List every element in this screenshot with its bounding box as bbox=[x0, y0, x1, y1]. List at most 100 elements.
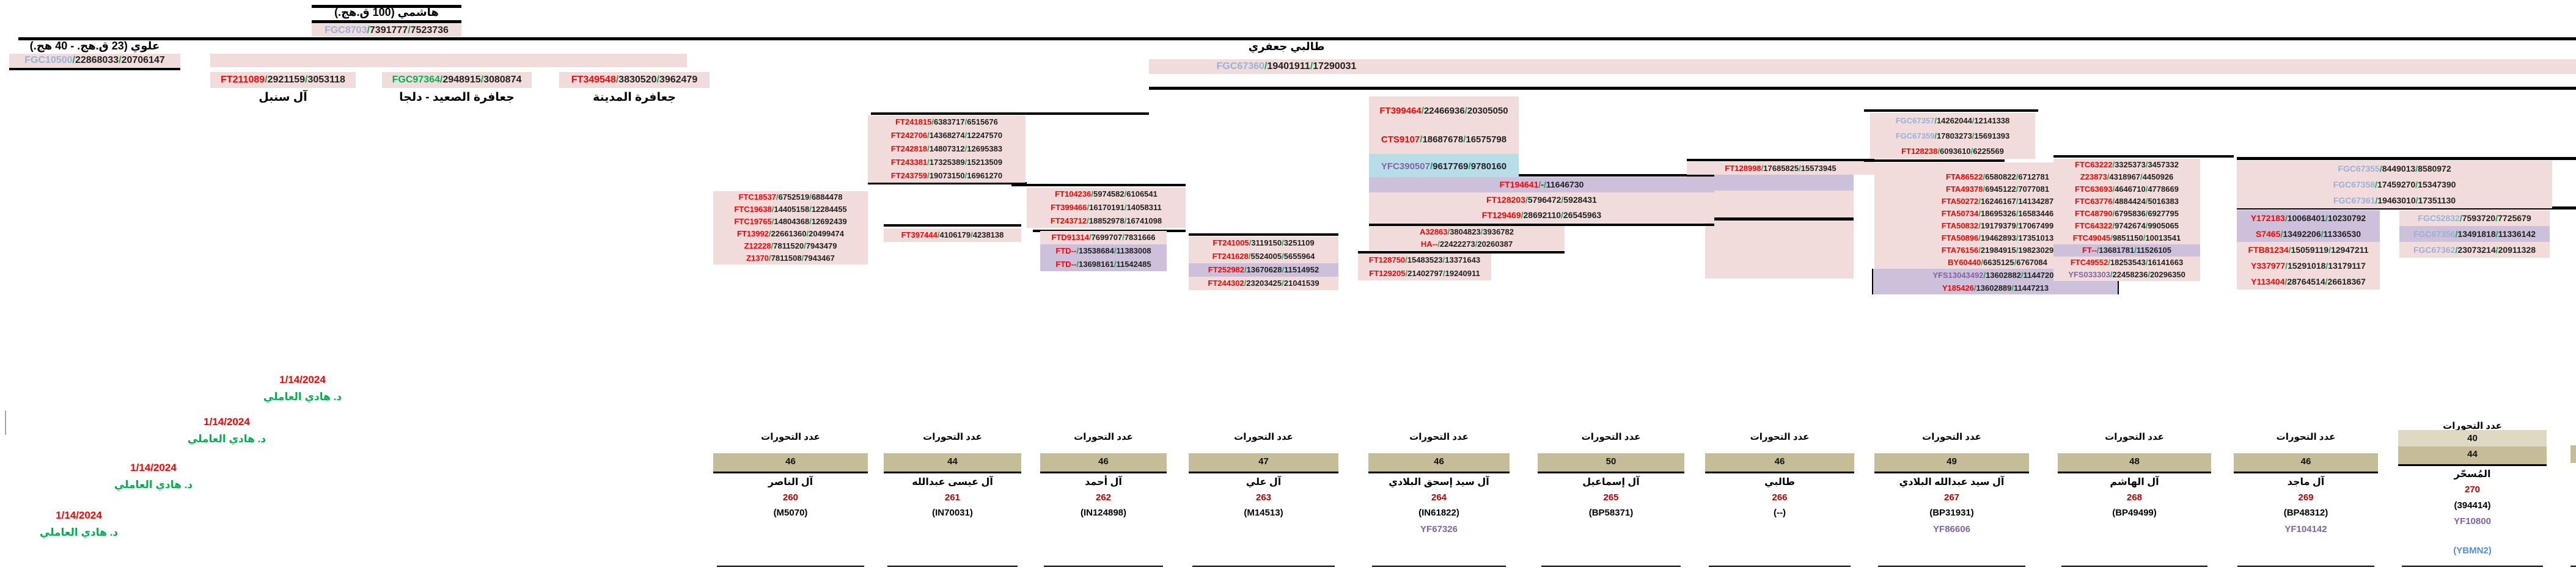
connector-line bbox=[1369, 174, 1714, 177]
snp-marker-row: FT--/13681781/11526105 bbox=[2053, 244, 2200, 257]
connector-line bbox=[871, 112, 1149, 115]
sequence-number: 263 bbox=[1255, 492, 1272, 503]
clan-name: آل سيد عبدالله البلادي bbox=[1899, 477, 2005, 487]
clan-name: طالبي bbox=[1764, 477, 1795, 487]
mutations-count-header: عدد التحورات bbox=[2105, 432, 2164, 442]
count-bar: 48 bbox=[2058, 453, 2211, 473]
snp-marker-row: FGC67361/19463010/17351130 bbox=[2237, 192, 2552, 208]
sequence-number: 266 bbox=[1772, 492, 1788, 503]
hashimi-snp-marker: FGC8703/7391777/7523736 bbox=[312, 24, 461, 37]
count-bar-secondary: 40 bbox=[2398, 430, 2547, 447]
connector-line bbox=[2053, 155, 2234, 158]
alawi-snp-marker: FGC10500/22868033/20706147 bbox=[9, 54, 180, 67]
signature-name: د. هادي العاملي bbox=[263, 391, 342, 403]
connector-line bbox=[1011, 184, 1186, 186]
snp-group-g16: FGC52832/7593720/7725679 FGC67356/1349181… bbox=[2399, 210, 2550, 258]
snp-marker-row: FT399466/16170191/14058311 bbox=[1027, 201, 1186, 214]
clan-name: آل إسماعيل bbox=[1582, 477, 1640, 487]
mutations-count-header: عدد التحورات bbox=[1409, 432, 1469, 442]
connector-line bbox=[9, 68, 180, 70]
sequence-number: 262 bbox=[1095, 492, 1112, 503]
clan-name: آل الهاشم bbox=[2110, 477, 2159, 487]
color-band bbox=[2570, 445, 2576, 463]
snp-marker-row: YFS033303/22458236/20296350 bbox=[2053, 269, 2200, 281]
snp-marker-row: FT104236/5974582/6106541 bbox=[1027, 188, 1186, 201]
snp-marker-row: FGC67359/17803273/15691393 bbox=[1870, 128, 2035, 144]
kit-id: (IN124898) bbox=[1080, 508, 1127, 518]
kit-id: (394414) bbox=[2454, 500, 2491, 511]
branch-label: جعافرة الصعيد - دلجا bbox=[399, 91, 515, 104]
connector-line bbox=[1687, 217, 1854, 221]
connector-line bbox=[1864, 159, 2005, 162]
snp-marker-row: FTC63693/4646710/4778669 bbox=[2053, 183, 2200, 195]
clan-name: آل الناصر bbox=[768, 477, 813, 487]
snp-group-g10: FT128998/17685825/15573945 bbox=[1687, 162, 1874, 175]
mutations-count-header: عدد التحورات bbox=[1234, 432, 1293, 442]
connector-line bbox=[312, 5, 461, 8]
sequence-number: 267 bbox=[1943, 492, 1960, 503]
branch-label: آل سنبل bbox=[259, 91, 307, 104]
signature-date: 1/14/2024 bbox=[279, 374, 326, 385]
talibi-title: طالبي جعفري bbox=[1248, 40, 1325, 53]
snp-marker-row: FT243759/19073150/16961270 bbox=[868, 169, 1026, 183]
yfull-id: YF10800 bbox=[2454, 516, 2491, 527]
mutations-count-header: عدد التحورات bbox=[1074, 432, 1133, 442]
snp-group-g11: FGC67357/14262044/12141338 FGC67359/17803… bbox=[1870, 113, 2035, 159]
signature-name: د. هادي العاملي bbox=[187, 433, 266, 445]
column-underline bbox=[1192, 566, 1335, 567]
snp-group-g7: FT194641/-/11646730 FT128203/5796472/5928… bbox=[1369, 177, 1714, 223]
snp-marker-row: FT243381/17325389/15213509 bbox=[868, 156, 1026, 169]
color-band bbox=[210, 54, 687, 67]
connector-line bbox=[1149, 87, 2576, 90]
clan-name: المُسحّر bbox=[2454, 469, 2491, 479]
snp-marker-row: FTC19638/14405158/12284455 bbox=[713, 203, 868, 216]
count-bar: 46 bbox=[713, 453, 868, 473]
color-band bbox=[5, 410, 6, 435]
kit-id: (BP31931) bbox=[1929, 508, 1974, 518]
mutations-count-header: عدد التحورات bbox=[923, 432, 982, 442]
snp-marker-row: FT244302/23203425/21041539 bbox=[1189, 277, 1338, 290]
column-underline bbox=[1372, 566, 1506, 567]
snp-group-g1: FTC18537/6752519/6884478 FTC19638/1440515… bbox=[713, 191, 868, 264]
column-underline bbox=[1541, 566, 1681, 567]
signature-name: د. هادي العاملي bbox=[39, 527, 119, 538]
mutations-count-header: عدد التحورات bbox=[2443, 421, 2502, 431]
column-underline bbox=[2061, 566, 2207, 567]
column-underline bbox=[887, 566, 1018, 567]
snp-group-g12b: YFS13043492/13602882/11447206 Y185426/136… bbox=[1872, 269, 2119, 294]
snp-marker-row: A32863/3804823/3936782 bbox=[1369, 226, 1565, 238]
snp-marker-row: FT128750/15483523/13371643 bbox=[1358, 253, 1491, 267]
snp-marker-row: Y113404/28764514/26618367 bbox=[2237, 274, 2380, 290]
kit-id: (M14513) bbox=[1244, 508, 1283, 518]
connector-line bbox=[18, 37, 2576, 40]
snp-marker-row: HA--/22422273/20260387 bbox=[1369, 238, 1565, 250]
kit-id: (IN70031) bbox=[932, 508, 973, 518]
extra-kit-id: (YBMN2) bbox=[2453, 545, 2492, 556]
snp-marker-row: FT242706/14368274/12247570 bbox=[868, 129, 1026, 142]
sequence-number: 270 bbox=[2464, 484, 2481, 495]
snp-marker-row: FT194641/-/11646730 bbox=[1369, 177, 1714, 192]
clan-name: آل ماجد bbox=[2287, 477, 2325, 487]
connector-line bbox=[312, 20, 461, 23]
snp-marker-row: FGC67362/23073214/20911328 bbox=[2399, 242, 2550, 258]
talibi-snp-marker: FGC67360/19401911/17290031 bbox=[1216, 61, 1357, 71]
snp-group-g14: FGC67355/8449013/8580972 FGC67358/1745927… bbox=[2237, 161, 2552, 208]
connector-line bbox=[1864, 109, 2038, 112]
mutations-count-header: عدد التحورات bbox=[1750, 432, 1810, 442]
branch-snp-marker: FGC97364/2948915/3080874 bbox=[382, 72, 532, 88]
snp-marker-row: S7465/13492206/11336530 bbox=[2237, 226, 2380, 242]
snp-marker-row: FT241815/6383717/6515676 bbox=[868, 115, 1026, 129]
snp-marker-row: FTC48790/6795836/6927795 bbox=[2053, 208, 2200, 220]
clan-name: آل سيد إسحق البلادي bbox=[1389, 477, 1489, 487]
kit-id: (M5070) bbox=[773, 508, 808, 518]
kit-id: (BP58371) bbox=[1588, 508, 1634, 518]
snp-group-g4: FT397444/4106179/4238138 bbox=[884, 228, 1021, 242]
snp-group-tsubB: YFC390507/9617769/9780160 bbox=[1369, 154, 1519, 180]
snp-marker-row: Z1370/7811508/7943467 bbox=[713, 252, 868, 264]
yfull-id: YF104142 bbox=[2284, 524, 2327, 534]
yfull-id: YF67326 bbox=[1420, 524, 1458, 534]
snp-group-tsubA: FT399464/22466936/20305050 CTS9107/186876… bbox=[1369, 97, 1519, 154]
snp-marker-row: FTC49552/18253543/16141663 bbox=[2053, 257, 2200, 269]
color-band bbox=[1687, 175, 1854, 191]
mutations-count-header: عدد التحورات bbox=[2276, 432, 2336, 442]
